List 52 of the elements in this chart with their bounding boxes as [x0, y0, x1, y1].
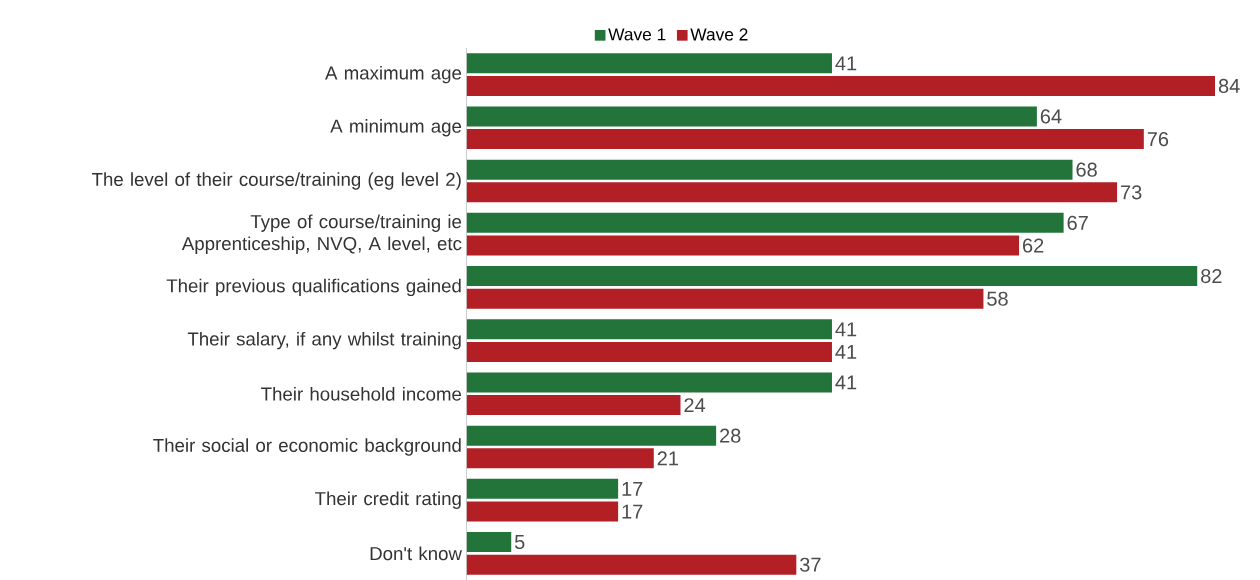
bar — [466, 554, 797, 575]
y-tick-label: Their credit rating — [315, 491, 461, 509]
y-tick-label: Their household income — [261, 386, 462, 401]
data-label: 68 — [1076, 162, 1097, 177]
y-tick-label: Type of course/training ie Apprenticeship, NVQ, A level, etc — [181, 214, 462, 254]
data-label: 84 — [1218, 78, 1240, 93]
bar — [466, 319, 832, 340]
bar — [466, 106, 1037, 127]
data-label: 41 — [835, 345, 857, 359]
y-tick-label: The level of their course/training (eg level 2) — [91, 172, 461, 190]
bar — [466, 372, 832, 393]
data-label: 58 — [987, 291, 1008, 306]
data-label: 73 — [1121, 185, 1142, 200]
data-label: 64 — [1040, 109, 1062, 124]
data-label: 62 — [1023, 238, 1044, 253]
data-label: 82 — [1201, 268, 1222, 284]
bar — [466, 425, 717, 446]
data-label: 41 — [835, 375, 857, 390]
data-label: 41 — [835, 56, 857, 71]
bar — [466, 212, 1064, 233]
bar — [466, 448, 654, 469]
bar — [466, 501, 619, 522]
bar — [466, 395, 681, 416]
data-label: 28 — [720, 428, 741, 443]
bar — [466, 532, 512, 553]
data-label: 37 — [800, 557, 821, 572]
y-tick-label: Their previous qualifications gained — [166, 278, 461, 297]
bar — [466, 288, 984, 309]
y-tick-label: Their social or economic background — [153, 438, 461, 456]
bar — [466, 266, 1198, 287]
data-label: 21 — [657, 451, 678, 466]
y-tick-label: Their salary, if any whilst training — [187, 331, 461, 350]
bar — [466, 53, 832, 74]
data-label: 17 — [622, 481, 643, 496]
legend-label: Wave 2 — [690, 28, 748, 41]
bar — [466, 478, 619, 499]
data-label: 76 — [1147, 132, 1169, 147]
y-tick-label: A minimum age — [330, 119, 462, 137]
data-label: 67 — [1067, 215, 1088, 230]
y-tick-label: A maximum age — [325, 65, 462, 84]
data-label: 17 — [622, 504, 643, 519]
bar — [466, 235, 1020, 256]
data-label: 41 — [835, 322, 857, 337]
bar — [466, 341, 832, 362]
bar — [466, 159, 1073, 180]
data-label: 5 — [514, 535, 525, 550]
legend-label: Wave 1 — [608, 28, 666, 41]
data-label: 24 — [684, 398, 706, 413]
bar — [466, 129, 1144, 150]
bar — [466, 75, 1216, 96]
bar — [466, 182, 1118, 203]
y-tick-label: Don't know — [370, 546, 462, 561]
